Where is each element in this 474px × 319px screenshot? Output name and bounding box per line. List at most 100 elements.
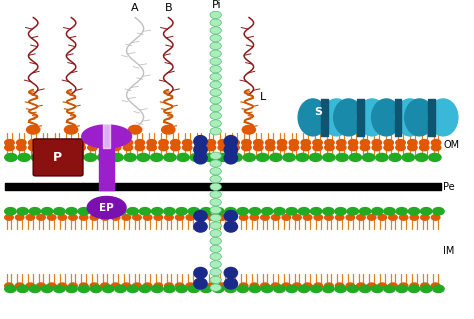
Circle shape <box>210 191 221 198</box>
Circle shape <box>210 19 221 26</box>
Circle shape <box>230 145 239 151</box>
Circle shape <box>210 42 221 50</box>
Circle shape <box>346 283 355 288</box>
Circle shape <box>135 145 145 151</box>
Circle shape <box>323 208 334 215</box>
Circle shape <box>347 208 358 215</box>
Circle shape <box>384 285 395 293</box>
Circle shape <box>139 208 151 215</box>
Circle shape <box>228 283 237 288</box>
Circle shape <box>17 140 26 146</box>
Ellipse shape <box>405 99 434 136</box>
Circle shape <box>5 215 13 220</box>
Circle shape <box>52 140 62 146</box>
Circle shape <box>408 285 419 293</box>
Circle shape <box>210 89 221 96</box>
Circle shape <box>310 208 322 215</box>
Circle shape <box>58 283 66 288</box>
Circle shape <box>152 208 163 215</box>
Circle shape <box>265 145 275 151</box>
Circle shape <box>17 285 28 293</box>
Circle shape <box>274 285 285 293</box>
Circle shape <box>52 145 62 151</box>
Circle shape <box>210 152 221 160</box>
Circle shape <box>367 215 376 220</box>
Circle shape <box>133 283 141 288</box>
Circle shape <box>337 140 346 146</box>
Circle shape <box>265 140 275 146</box>
Text: L: L <box>260 93 266 102</box>
Circle shape <box>210 104 221 112</box>
Circle shape <box>41 285 53 293</box>
Circle shape <box>325 283 333 288</box>
Circle shape <box>17 208 28 215</box>
Circle shape <box>111 283 120 288</box>
Circle shape <box>210 175 221 183</box>
Circle shape <box>210 167 221 175</box>
Circle shape <box>28 140 38 146</box>
Circle shape <box>210 284 221 291</box>
Circle shape <box>164 208 175 215</box>
Circle shape <box>271 215 280 220</box>
Ellipse shape <box>194 267 207 278</box>
Circle shape <box>384 145 393 151</box>
Circle shape <box>286 208 297 215</box>
Circle shape <box>100 215 109 220</box>
Circle shape <box>16 283 24 288</box>
Circle shape <box>207 283 216 288</box>
Circle shape <box>396 145 405 151</box>
Circle shape <box>433 208 444 215</box>
Circle shape <box>207 215 216 220</box>
Ellipse shape <box>372 99 401 136</box>
Circle shape <box>210 268 221 276</box>
Circle shape <box>5 140 14 146</box>
Circle shape <box>210 120 221 127</box>
Circle shape <box>277 145 287 151</box>
Text: Pe: Pe <box>443 182 455 192</box>
Circle shape <box>5 153 17 161</box>
Circle shape <box>250 283 258 288</box>
Circle shape <box>102 285 114 293</box>
Circle shape <box>314 215 322 220</box>
Circle shape <box>410 215 419 220</box>
Circle shape <box>91 208 102 215</box>
Circle shape <box>210 73 221 81</box>
Circle shape <box>217 153 229 161</box>
Circle shape <box>396 208 408 215</box>
Circle shape <box>210 261 221 268</box>
Circle shape <box>228 215 237 220</box>
Circle shape <box>115 285 126 293</box>
Circle shape <box>188 208 200 215</box>
Circle shape <box>176 285 187 293</box>
Circle shape <box>79 283 88 288</box>
Circle shape <box>100 140 109 146</box>
Circle shape <box>286 285 297 293</box>
Circle shape <box>154 283 163 288</box>
Circle shape <box>147 140 156 146</box>
Circle shape <box>90 283 99 288</box>
Ellipse shape <box>395 99 425 136</box>
Circle shape <box>64 125 78 134</box>
Circle shape <box>210 253 221 260</box>
Circle shape <box>40 140 50 146</box>
Circle shape <box>100 283 109 288</box>
Ellipse shape <box>298 99 328 136</box>
Circle shape <box>218 140 228 146</box>
Text: B: B <box>164 3 172 13</box>
Circle shape <box>249 208 261 215</box>
Circle shape <box>419 145 429 151</box>
Circle shape <box>378 283 386 288</box>
Circle shape <box>372 145 382 151</box>
Text: Pi: Pi <box>212 0 221 10</box>
Circle shape <box>210 34 221 42</box>
Circle shape <box>410 283 419 288</box>
Circle shape <box>26 215 35 220</box>
Circle shape <box>16 215 24 220</box>
Circle shape <box>66 285 77 293</box>
Circle shape <box>292 215 301 220</box>
Circle shape <box>45 153 57 161</box>
Circle shape <box>29 208 41 215</box>
Ellipse shape <box>428 99 458 136</box>
Circle shape <box>359 208 371 215</box>
Circle shape <box>76 145 85 151</box>
